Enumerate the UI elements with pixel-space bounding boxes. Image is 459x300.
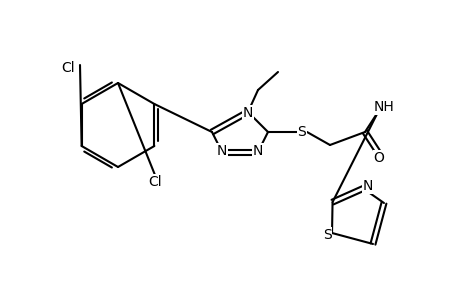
Text: NH: NH [373, 100, 393, 114]
Text: S: S [297, 125, 306, 139]
Text: O: O [373, 151, 384, 165]
Text: N: N [216, 144, 227, 158]
Text: N: N [242, 106, 252, 120]
Text: N: N [362, 179, 373, 194]
Text: N: N [252, 144, 263, 158]
Text: S: S [322, 228, 330, 242]
Text: Cl: Cl [61, 61, 75, 75]
Text: Cl: Cl [148, 175, 162, 189]
